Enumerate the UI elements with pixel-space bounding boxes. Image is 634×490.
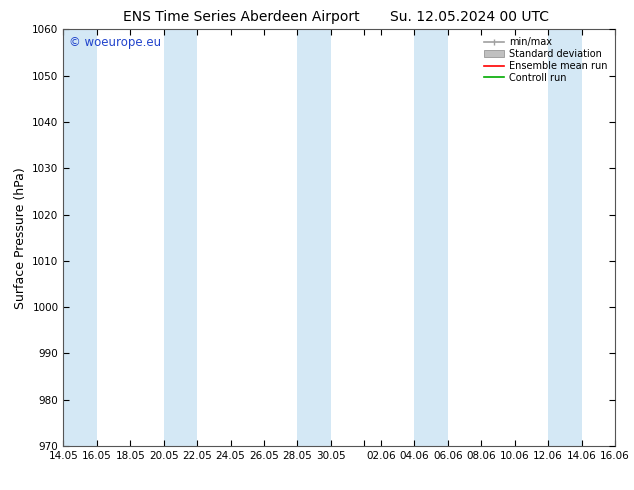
Bar [415, 29, 448, 446]
Text: Su. 12.05.2024 00 UTC: Su. 12.05.2024 00 UTC [390, 10, 548, 24]
Bar [164, 29, 197, 446]
Y-axis label: Surface Pressure (hPa): Surface Pressure (hPa) [14, 167, 27, 309]
Text: © woeurope.eu: © woeurope.eu [69, 36, 161, 49]
Bar [548, 29, 581, 446]
Bar [63, 29, 97, 446]
Text: ENS Time Series Aberdeen Airport: ENS Time Series Aberdeen Airport [122, 10, 359, 24]
Legend: min/max, Standard deviation, Ensemble mean run, Controll run: min/max, Standard deviation, Ensemble me… [481, 34, 610, 86]
Bar [297, 29, 331, 446]
